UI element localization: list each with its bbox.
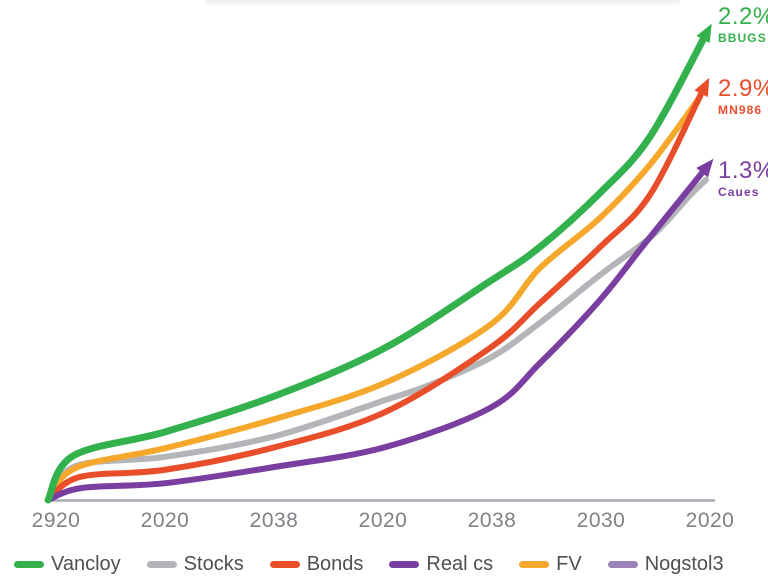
legend-dash-icon: [389, 561, 420, 568]
x-axis-tick-label: 2020: [685, 509, 735, 532]
legend-item-real-cs: Real cs: [389, 553, 493, 576]
legend-label: Nogstol3: [644, 553, 724, 575]
faint-cropped-title: [205, 0, 680, 7]
legend-label: FV: [556, 553, 582, 575]
series-line-bonds: [45, 89, 706, 503]
legend-item-fv: FV: [519, 553, 582, 576]
end-value: 2.2%: [718, 3, 768, 30]
end-label-real-cs: 1.3% Caues: [718, 157, 768, 199]
x-axis-tick-label: 2038: [467, 509, 517, 532]
arrowhead-icon-bonds: [694, 77, 710, 98]
legend-dash-icon: [14, 561, 44, 568]
legend-item-stocks: Stocks: [146, 553, 244, 576]
legend-item-vancloy: Vancloy: [14, 553, 121, 576]
arrowhead-icon-real-cs: [696, 158, 714, 178]
series-line-real-cs: [45, 168, 707, 503]
legend-dash-icon: [146, 561, 177, 568]
end-label-vancloy: 2.2% BBUGS: [718, 3, 768, 45]
legend-label: Stocks: [183, 553, 244, 575]
end-caption: BBUGS: [718, 31, 767, 45]
end-caption: MN986: [718, 103, 763, 117]
x-axis-tick-label: 2020: [140, 509, 190, 532]
legend-label: Real cs: [426, 553, 494, 575]
legend-dash-icon: [269, 561, 300, 568]
end-value: 2.9%: [718, 75, 768, 102]
x-axis-tick-label: 2020: [358, 509, 408, 532]
legend-item-bonds: Bonds: [269, 553, 364, 576]
x-axis-tick-label: 2030: [576, 509, 626, 532]
series-line-vancloy: [44, 34, 708, 504]
x-axis-tick-label: 2038: [249, 509, 299, 532]
arrowhead-icon-vancloy: [696, 23, 712, 44]
series-line-fv: [45, 93, 704, 503]
end-caption: Caues: [718, 185, 760, 199]
legend-label: Vancloy: [51, 553, 121, 575]
end-label-bonds: 2.9% MN986: [718, 75, 768, 117]
legend-item-nogstol3: Nogstol3: [607, 553, 724, 576]
x-axis-tick-label: 2920: [31, 509, 81, 532]
legend-dash-icon: [607, 561, 638, 568]
legend-label: Bonds: [306, 553, 364, 575]
chart-legend: Vancloy Stocks Bonds Real cs FV Nogstol3: [14, 553, 754, 576]
growth-line-chart: [44, 23, 716, 504]
legend-dash-icon: [519, 561, 550, 568]
end-value: 1.3%: [718, 157, 768, 184]
